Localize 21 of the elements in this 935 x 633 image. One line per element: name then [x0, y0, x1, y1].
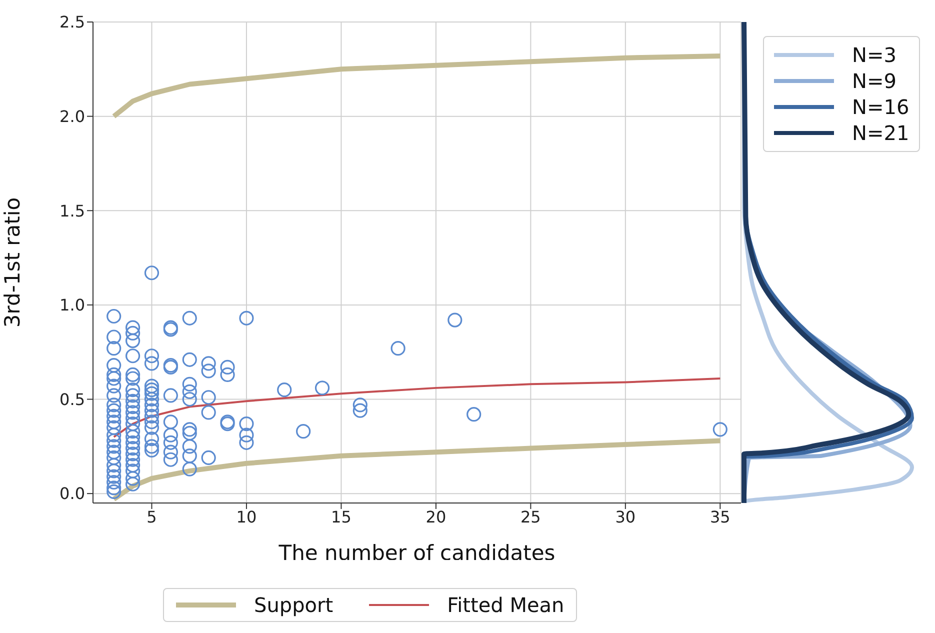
y-tick-label: 0.5	[60, 390, 85, 409]
legend-label: Fitted Mean	[447, 593, 564, 617]
y-tick-label: 2.0	[60, 106, 85, 126]
y-tick-label: 1.5	[60, 201, 85, 220]
x-tick-label: 25	[520, 507, 541, 526]
x-tick-label: 30	[615, 507, 636, 526]
y-tick-label: 2.5	[60, 12, 85, 32]
legend-label: Support	[254, 593, 334, 617]
legend-label: N=21	[852, 121, 910, 145]
x-tick-label: 5	[146, 507, 157, 526]
x-tick-label: 20	[426, 507, 446, 526]
y-axis-title: 3rd-1st ratio	[0, 197, 24, 328]
legend-label: N=3	[852, 43, 896, 67]
x-tick-label: 10	[236, 507, 257, 526]
legend-label: N=9	[852, 69, 896, 93]
y-tick-label: 0.0	[60, 484, 85, 504]
y-tick-label: 1.0	[60, 296, 85, 315]
x-tick-label: 15	[331, 507, 352, 526]
x-axis-title: The number of candidates	[278, 541, 556, 565]
x-tick-label: 35	[710, 507, 730, 526]
legend-label: N=16	[852, 95, 910, 119]
